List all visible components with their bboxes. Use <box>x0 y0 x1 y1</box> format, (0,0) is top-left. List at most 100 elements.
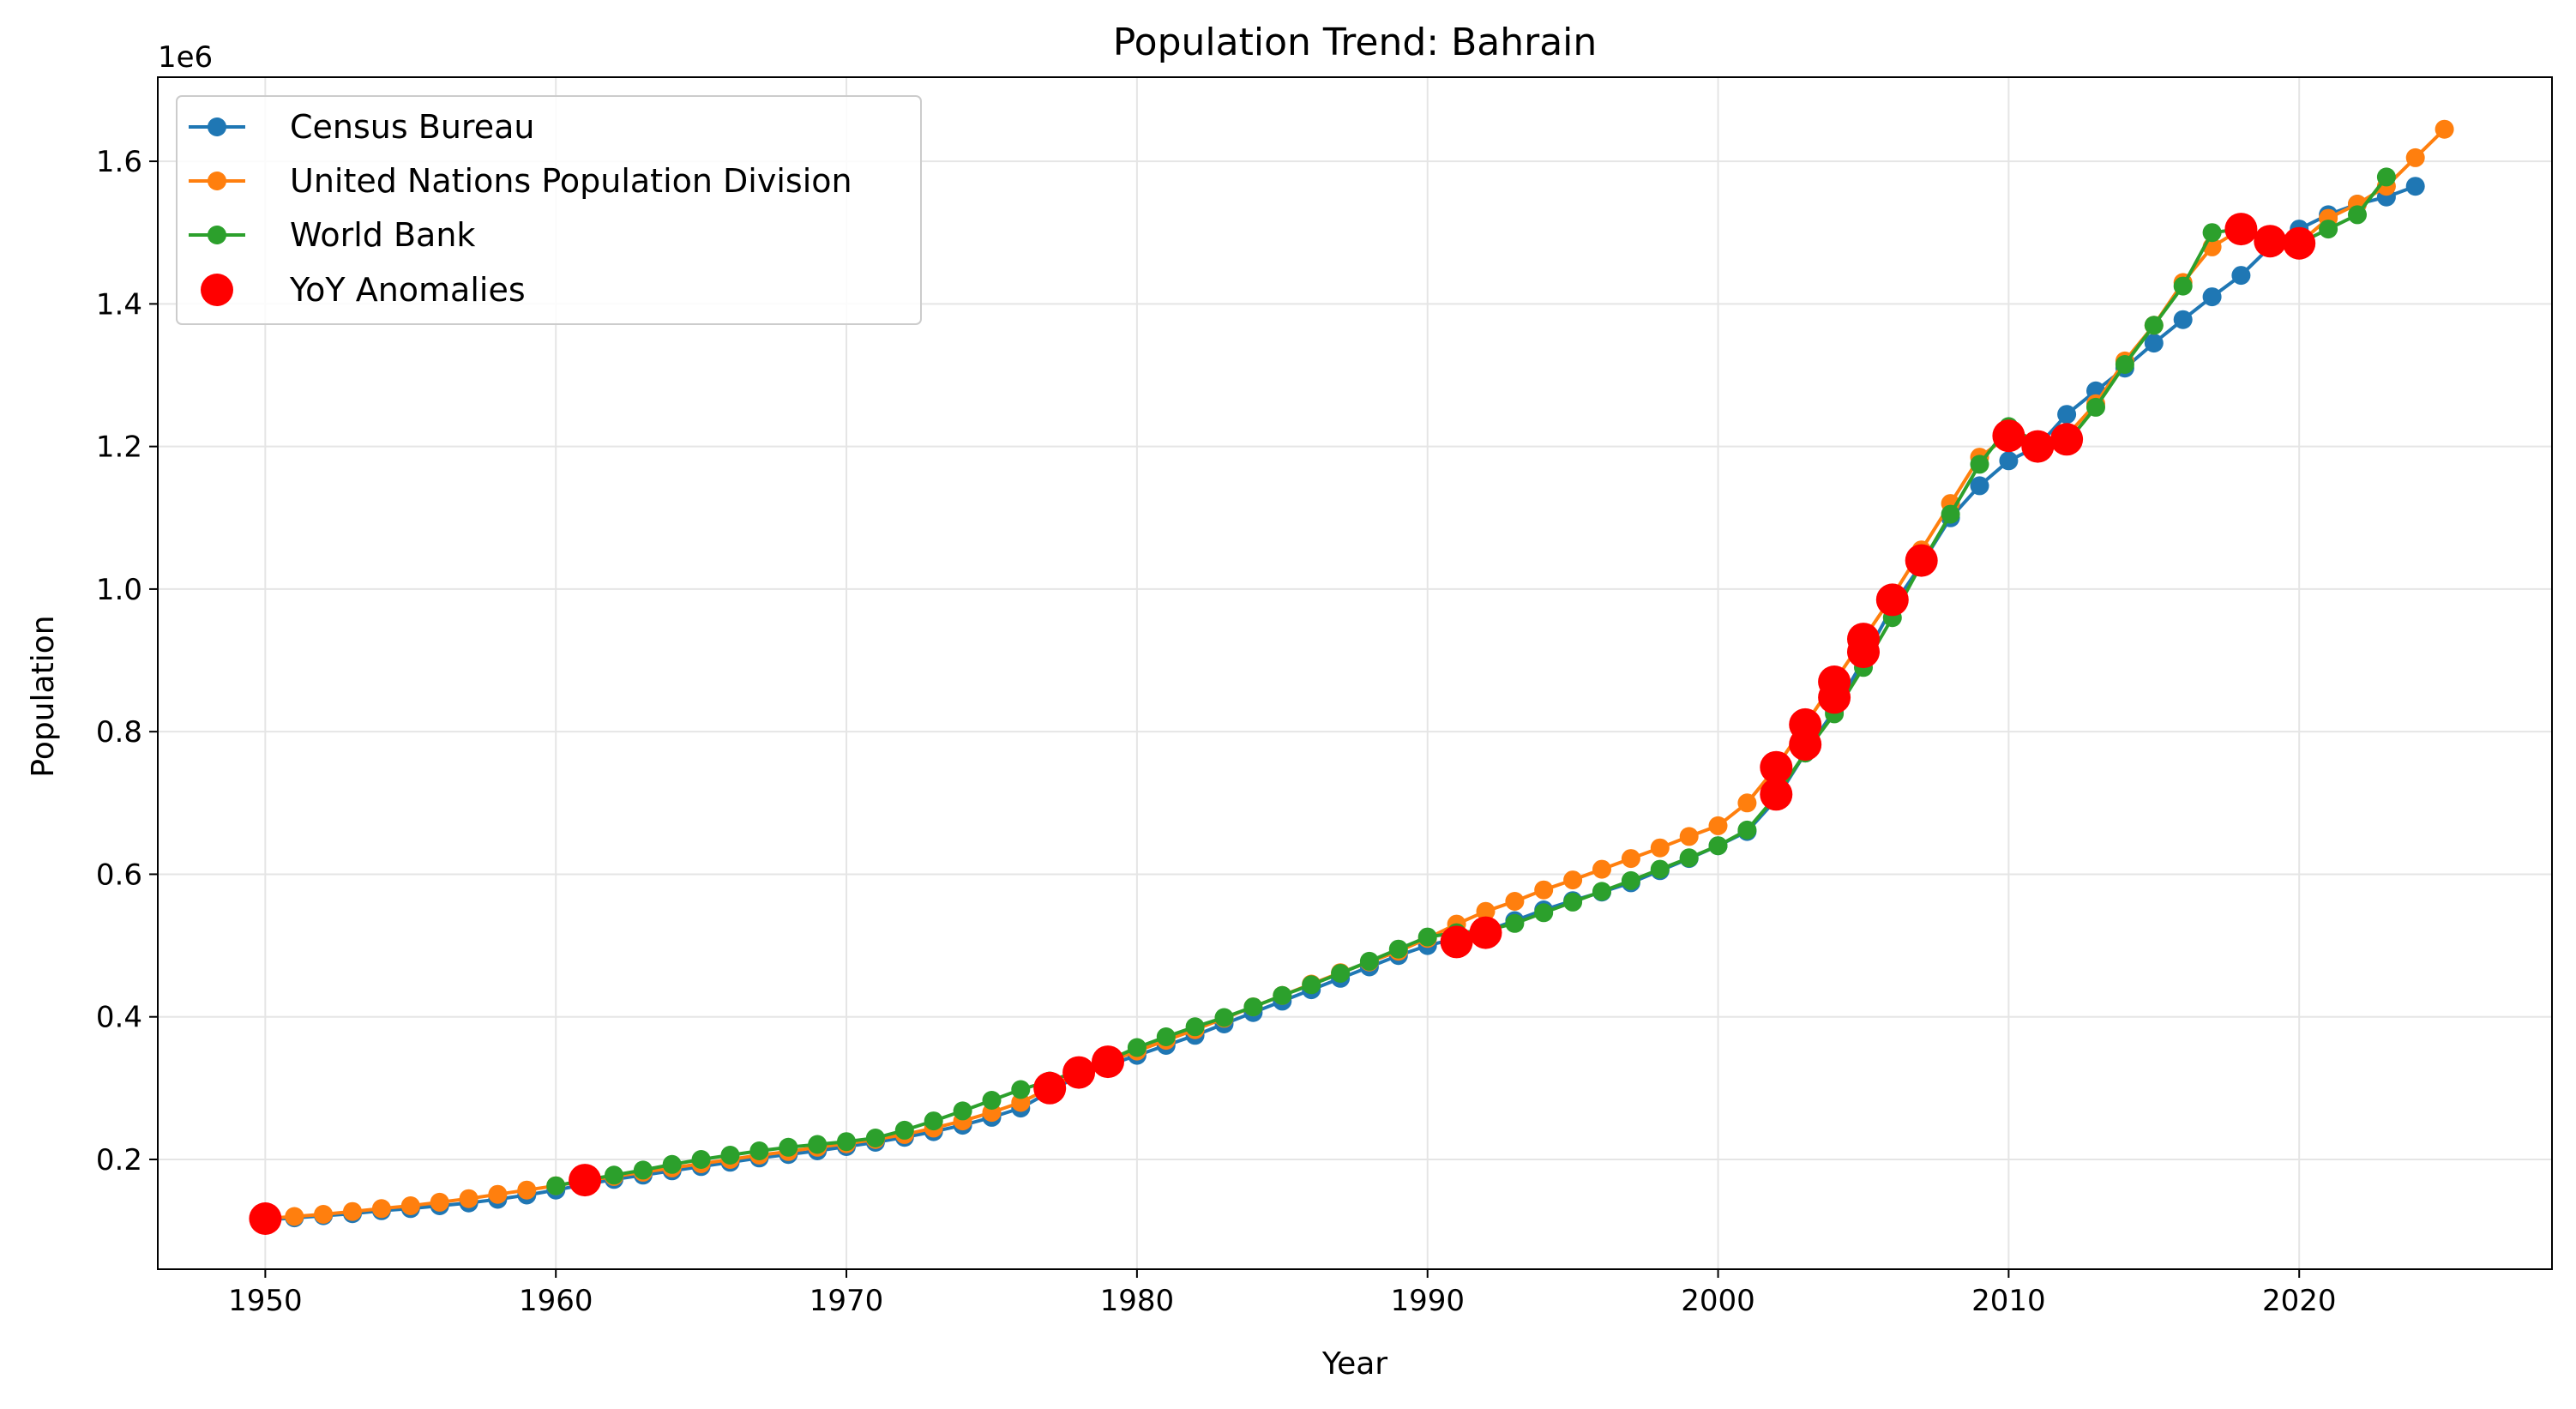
data-point-united-nations <box>517 1180 537 1200</box>
data-point-united-nations <box>1476 901 1496 921</box>
legend-swatch-anomalies-marker <box>201 274 233 306</box>
plot-frame <box>157 76 2553 1270</box>
anomaly-point <box>1818 681 1851 714</box>
anomaly-point <box>2021 430 2055 463</box>
data-point-world-bank <box>779 1137 798 1157</box>
y-tick-label: 0.8 <box>96 715 142 750</box>
chart-title: Population Trend: Bahrain <box>1113 21 1598 64</box>
data-point-world-bank <box>2376 167 2396 187</box>
data-point-world-bank <box>2202 223 2222 243</box>
data-point-world-bank <box>924 1111 943 1131</box>
anomaly-point <box>1875 583 1909 617</box>
y-tick-label: 1.2 <box>96 431 142 465</box>
data-point-world-bank <box>1970 455 1989 474</box>
tick-layer: 1950 1960 1970 1980 1990 2000 2010 2020 0.2 0.4 0.… <box>96 145 2337 1318</box>
x-tick-label: 1950 <box>228 1284 303 1318</box>
data-point-world-bank <box>1243 997 1263 1017</box>
data-point-world-bank <box>1708 836 1728 856</box>
data-point-world-bank <box>633 1160 653 1180</box>
y-axis-label: Population <box>26 615 61 777</box>
data-point-united-nations <box>1679 827 1699 846</box>
anomaly-point <box>2283 226 2316 260</box>
legend-label-un: United Nations Population Division <box>290 162 852 200</box>
data-point-united-nations <box>1737 793 1757 813</box>
data-point-world-bank <box>1650 859 1670 879</box>
data-point-world-bank <box>662 1154 682 1174</box>
data-point-united-nations <box>1708 816 1728 835</box>
data-point-world-bank <box>1127 1038 1147 1057</box>
data-point-united-nations <box>488 1184 508 1204</box>
data-point-united-nations <box>1563 870 1583 890</box>
x-tick-label: 2010 <box>1971 1284 2046 1318</box>
data-point-world-bank <box>1737 820 1757 840</box>
legend-frame <box>176 95 922 325</box>
data-point-world-bank <box>1679 848 1699 868</box>
legend: Census Bureau United Nations Population … <box>176 95 922 325</box>
data-point-census-bureau <box>1999 451 2019 471</box>
data-point-world-bank <box>691 1150 711 1169</box>
data-point-world-bank <box>953 1101 972 1121</box>
data-point-united-nations <box>1505 892 1525 911</box>
y-axis-offset-label: 1e6 <box>158 40 213 75</box>
data-point-united-nations <box>430 1192 449 1212</box>
data-point-world-bank <box>1156 1027 1176 1046</box>
legend-label-world-bank: World Bank <box>290 216 475 254</box>
data-point-world-bank <box>1214 1008 1234 1027</box>
data-point-census-bureau <box>2144 334 2164 353</box>
data-point-world-bank <box>749 1141 769 1160</box>
data-point-world-bank <box>1621 870 1640 890</box>
anomaly-point <box>1092 1045 1124 1079</box>
anomaly-point <box>1033 1071 1067 1105</box>
data-point-united-nations <box>1650 838 1670 858</box>
data-point-world-bank <box>1273 985 1292 1005</box>
data-point-census-bureau <box>1970 476 1989 496</box>
data-point-world-bank <box>1592 882 1611 901</box>
anomaly-point <box>1062 1056 1096 1089</box>
x-tick-label: 2000 <box>1681 1284 1755 1318</box>
x-tick-label: 1990 <box>1390 1284 1465 1318</box>
y-tick-label: 1.4 <box>96 287 142 322</box>
data-point-united-nations <box>459 1189 478 1208</box>
data-point-united-nations <box>1592 859 1611 879</box>
data-point-world-bank <box>1302 975 1321 995</box>
legend-swatch-census-bureau-marker <box>208 117 226 136</box>
data-point-world-bank <box>605 1165 623 1185</box>
data-point-world-bank <box>982 1091 1002 1110</box>
anomaly-point <box>2224 213 2258 246</box>
data-point-census-bureau <box>2057 405 2077 425</box>
data-point-united-nations <box>371 1199 391 1219</box>
data-point-world-bank <box>2115 355 2134 374</box>
data-point-world-bank <box>1388 939 1408 959</box>
data-point-census-bureau <box>2405 177 2425 196</box>
data-point-world-bank <box>837 1132 856 1152</box>
data-point-world-bank <box>865 1129 885 1147</box>
data-point-world-bank <box>546 1176 566 1195</box>
data-point-census-bureau <box>2202 287 2222 307</box>
y-tick-label: 1.6 <box>96 145 142 179</box>
data-point-united-nations <box>314 1205 334 1224</box>
data-point-united-nations <box>343 1201 362 1221</box>
data-point-world-bank <box>720 1146 740 1165</box>
data-point-world-bank <box>1534 903 1554 923</box>
data-point-world-bank <box>1505 913 1525 933</box>
x-axis-label: Year <box>1321 1346 1387 1382</box>
data-point-census-bureau <box>2173 310 2193 329</box>
anomaly-point <box>2254 225 2287 258</box>
data-point-united-nations <box>400 1196 420 1215</box>
y-tick-label: 0.4 <box>96 1001 142 1035</box>
anomaly-point <box>1847 635 1880 669</box>
legend-swatch-world-bank-marker <box>208 226 226 244</box>
data-point-united-nations <box>1621 849 1640 869</box>
data-point-world-bank <box>1331 964 1351 983</box>
y-tick-label: 0.2 <box>96 1143 142 1177</box>
data-point-united-nations <box>1534 880 1554 900</box>
data-point-world-bank <box>894 1120 914 1140</box>
data-point-world-bank <box>1359 951 1379 971</box>
legend-swatch-un-marker <box>208 172 226 190</box>
data-point-world-bank <box>1563 892 1583 912</box>
legend-label-anomalies: YoY Anomalies <box>289 271 526 309</box>
anomaly-layer <box>249 213 2316 1235</box>
y-tick-label: 0.6 <box>96 858 142 892</box>
data-point-united-nations <box>2405 148 2425 167</box>
